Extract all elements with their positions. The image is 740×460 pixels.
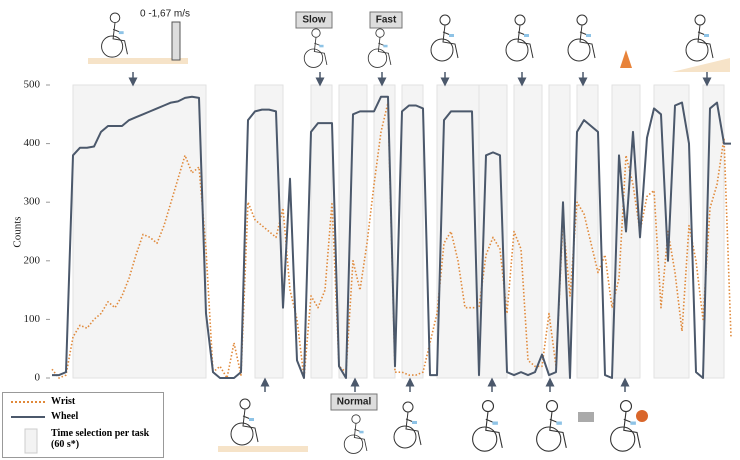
normal-label: Normal [337,397,372,408]
y-axis-label: Counts [12,216,24,247]
time-selection-band [72,84,207,379]
time-selection-band [653,84,690,379]
y-tick-label: 0 [35,372,41,384]
time-selection-band [548,84,571,379]
legend-key [24,428,38,454]
time-selection-band [401,84,424,379]
series-line [52,95,731,379]
y-tick-label: 300 [24,196,41,208]
speed-label: 0 -1,67 m/s [140,9,190,20]
legend: Wrist Wheel Time selection per task (60 … [2,392,164,458]
legend-label: Wrist [51,396,76,407]
fast-label: Fast [376,15,397,26]
legend-keys [11,401,45,454]
time-selection-band [254,84,284,379]
y-tick-label: 500 [24,79,41,91]
time-selection-band [513,84,543,379]
legend-label: Time selection per task (60 s*) [51,428,150,450]
series-line [51,101,732,379]
y-tick-label: 200 [24,254,41,266]
y-tick-label: 400 [24,137,41,149]
y-tick-label: 100 [24,313,41,325]
slow-label: Slow [302,15,326,26]
legend-label: Wheel [51,411,79,422]
illustrations [88,11,730,454]
